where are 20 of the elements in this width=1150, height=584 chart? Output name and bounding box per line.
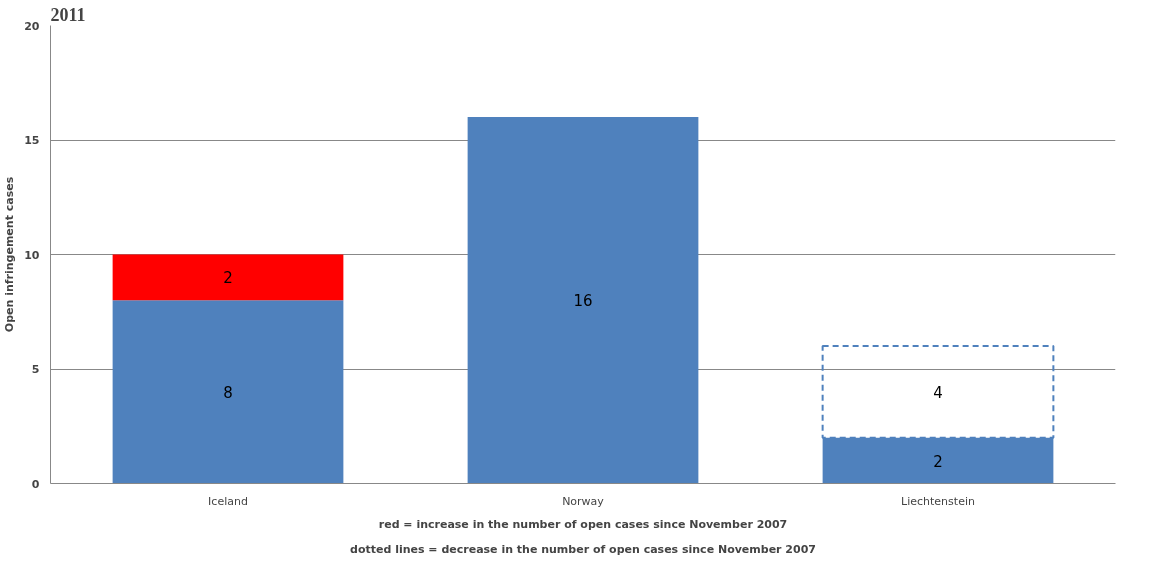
y-tick-label: 5: [31, 363, 40, 376]
text: dotted lines = decrease in the number of open cases since November 2007: [350, 542, 816, 556]
x-tick-label: Iceland: [208, 494, 248, 508]
data-label: 2: [933, 452, 943, 471]
y-tick-label: 0: [31, 477, 40, 491]
y-tick-label: 15: [24, 134, 40, 147]
data-label: 16: [573, 292, 593, 311]
bar: [112, 300, 344, 484]
text: red = increase in the number of open cases since November 2007: [378, 517, 788, 531]
chart-title: 2011: [50, 4, 86, 25]
bar: [467, 117, 699, 484]
y-axis-title: Open infringement cases: [3, 176, 17, 333]
data-label: 2: [223, 269, 233, 288]
x-tick-label: Norway: [562, 494, 605, 508]
y-tick-label: 10: [24, 248, 40, 262]
x-tick-label: Liechtenstein: [901, 494, 975, 508]
data-label: 4: [933, 383, 943, 402]
data-label: 8: [223, 383, 233, 402]
y-tick-label: 20: [24, 19, 40, 33]
bar: [112, 254, 344, 301]
